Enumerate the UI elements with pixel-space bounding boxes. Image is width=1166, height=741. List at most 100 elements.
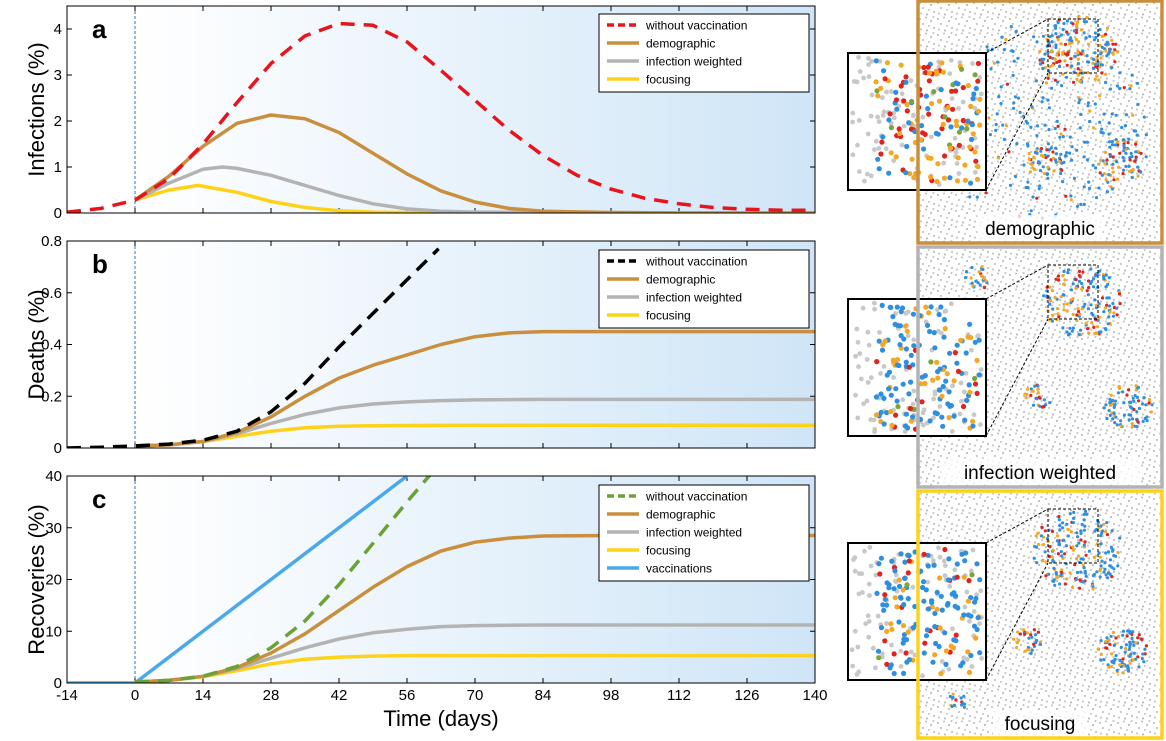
network-node — [1080, 281, 1084, 286]
network-node — [879, 139, 885, 145]
network-node — [901, 336, 907, 342]
network-node — [1015, 142, 1019, 146]
network-node — [881, 421, 887, 427]
network-node — [926, 310, 932, 316]
network-node — [1085, 512, 1089, 516]
network-node — [1092, 66, 1096, 70]
network-node — [872, 306, 877, 312]
network-node — [1069, 301, 1073, 305]
network-node — [1095, 570, 1099, 574]
network-node — [952, 135, 958, 141]
network-node — [927, 418, 933, 424]
network-node — [945, 577, 952, 583]
network-node — [1037, 395, 1041, 399]
network-node — [1081, 49, 1085, 53]
network-node — [1130, 168, 1134, 173]
network-node — [1111, 155, 1115, 159]
network-node — [1005, 82, 1010, 86]
charts-layer: 0 1 2 3 4 a Infections (%) without vaccination d… — [24, 5, 828, 731]
network-node — [1121, 155, 1125, 160]
network-node — [921, 650, 927, 656]
network-node — [1025, 631, 1029, 635]
legend-label: infection weighted — [646, 55, 742, 69]
network-node — [1108, 397, 1112, 401]
network-node — [906, 120, 912, 126]
network-node — [921, 598, 927, 604]
network-node — [968, 103, 974, 109]
network-node — [939, 414, 945, 420]
network-node — [946, 415, 952, 421]
x-tick-label: 84 — [535, 687, 552, 704]
network-node — [1057, 35, 1061, 39]
network-node — [1099, 51, 1103, 56]
network-node — [909, 156, 915, 162]
network-node — [1052, 169, 1056, 173]
network-node — [978, 283, 982, 287]
network-node — [975, 195, 979, 199]
network-node — [1105, 636, 1109, 640]
network-node — [1092, 285, 1096, 289]
legend-label: infection weighted — [646, 291, 742, 305]
network-node — [1074, 286, 1078, 290]
network-node — [951, 590, 957, 596]
network-node — [902, 575, 908, 581]
network-node — [1077, 14, 1081, 18]
network-node — [1112, 178, 1116, 182]
network-node — [1070, 64, 1074, 68]
network-node — [909, 649, 914, 655]
network-node — [1023, 649, 1027, 653]
network-node — [949, 96, 955, 101]
network-node — [1092, 38, 1096, 42]
network-node — [859, 376, 864, 382]
network-node — [1057, 315, 1061, 319]
network-node — [994, 122, 998, 127]
network-node — [1085, 158, 1089, 162]
network-node — [1104, 551, 1108, 555]
network-node — [882, 76, 888, 82]
network-node — [1109, 403, 1113, 407]
y-tick-label: 4 — [54, 21, 62, 38]
network-node — [972, 339, 978, 345]
network-node — [910, 401, 916, 407]
network-node — [866, 619, 872, 624]
network-node — [1071, 326, 1075, 330]
network-node — [1081, 580, 1085, 584]
network-node — [977, 270, 981, 274]
network-node — [929, 599, 935, 606]
network-node — [925, 106, 931, 112]
network-node — [1106, 282, 1110, 287]
network-node — [923, 633, 930, 639]
network-node — [905, 570, 911, 576]
network-node — [978, 588, 984, 594]
network-node — [939, 607, 945, 613]
network-node — [1049, 158, 1053, 162]
network-node — [950, 704, 954, 709]
network-node — [986, 48, 990, 52]
network-node — [1123, 124, 1127, 128]
network-node — [970, 96, 976, 102]
network-node — [936, 64, 942, 70]
network-node — [965, 118, 971, 124]
network-node — [891, 375, 896, 380]
network-node — [1016, 56, 1020, 60]
network-node — [1118, 86, 1122, 91]
network-node — [1041, 559, 1045, 563]
network-node — [1066, 527, 1070, 532]
network-node — [888, 621, 894, 627]
network-node — [887, 111, 893, 117]
inset-nodes — [853, 300, 984, 435]
network-node — [957, 411, 963, 417]
network-node — [952, 603, 958, 609]
network-node — [973, 85, 979, 92]
network-node — [952, 567, 958, 573]
network-node — [1104, 273, 1108, 277]
network-node — [1107, 665, 1111, 669]
network-node — [1060, 84, 1064, 88]
network-node — [1130, 425, 1134, 429]
network-node — [1078, 126, 1082, 130]
network-node — [1063, 582, 1067, 586]
network-node — [954, 161, 960, 166]
network-node — [1132, 407, 1136, 412]
y-tick-label: 20 — [45, 572, 62, 589]
network-node — [1110, 140, 1114, 144]
